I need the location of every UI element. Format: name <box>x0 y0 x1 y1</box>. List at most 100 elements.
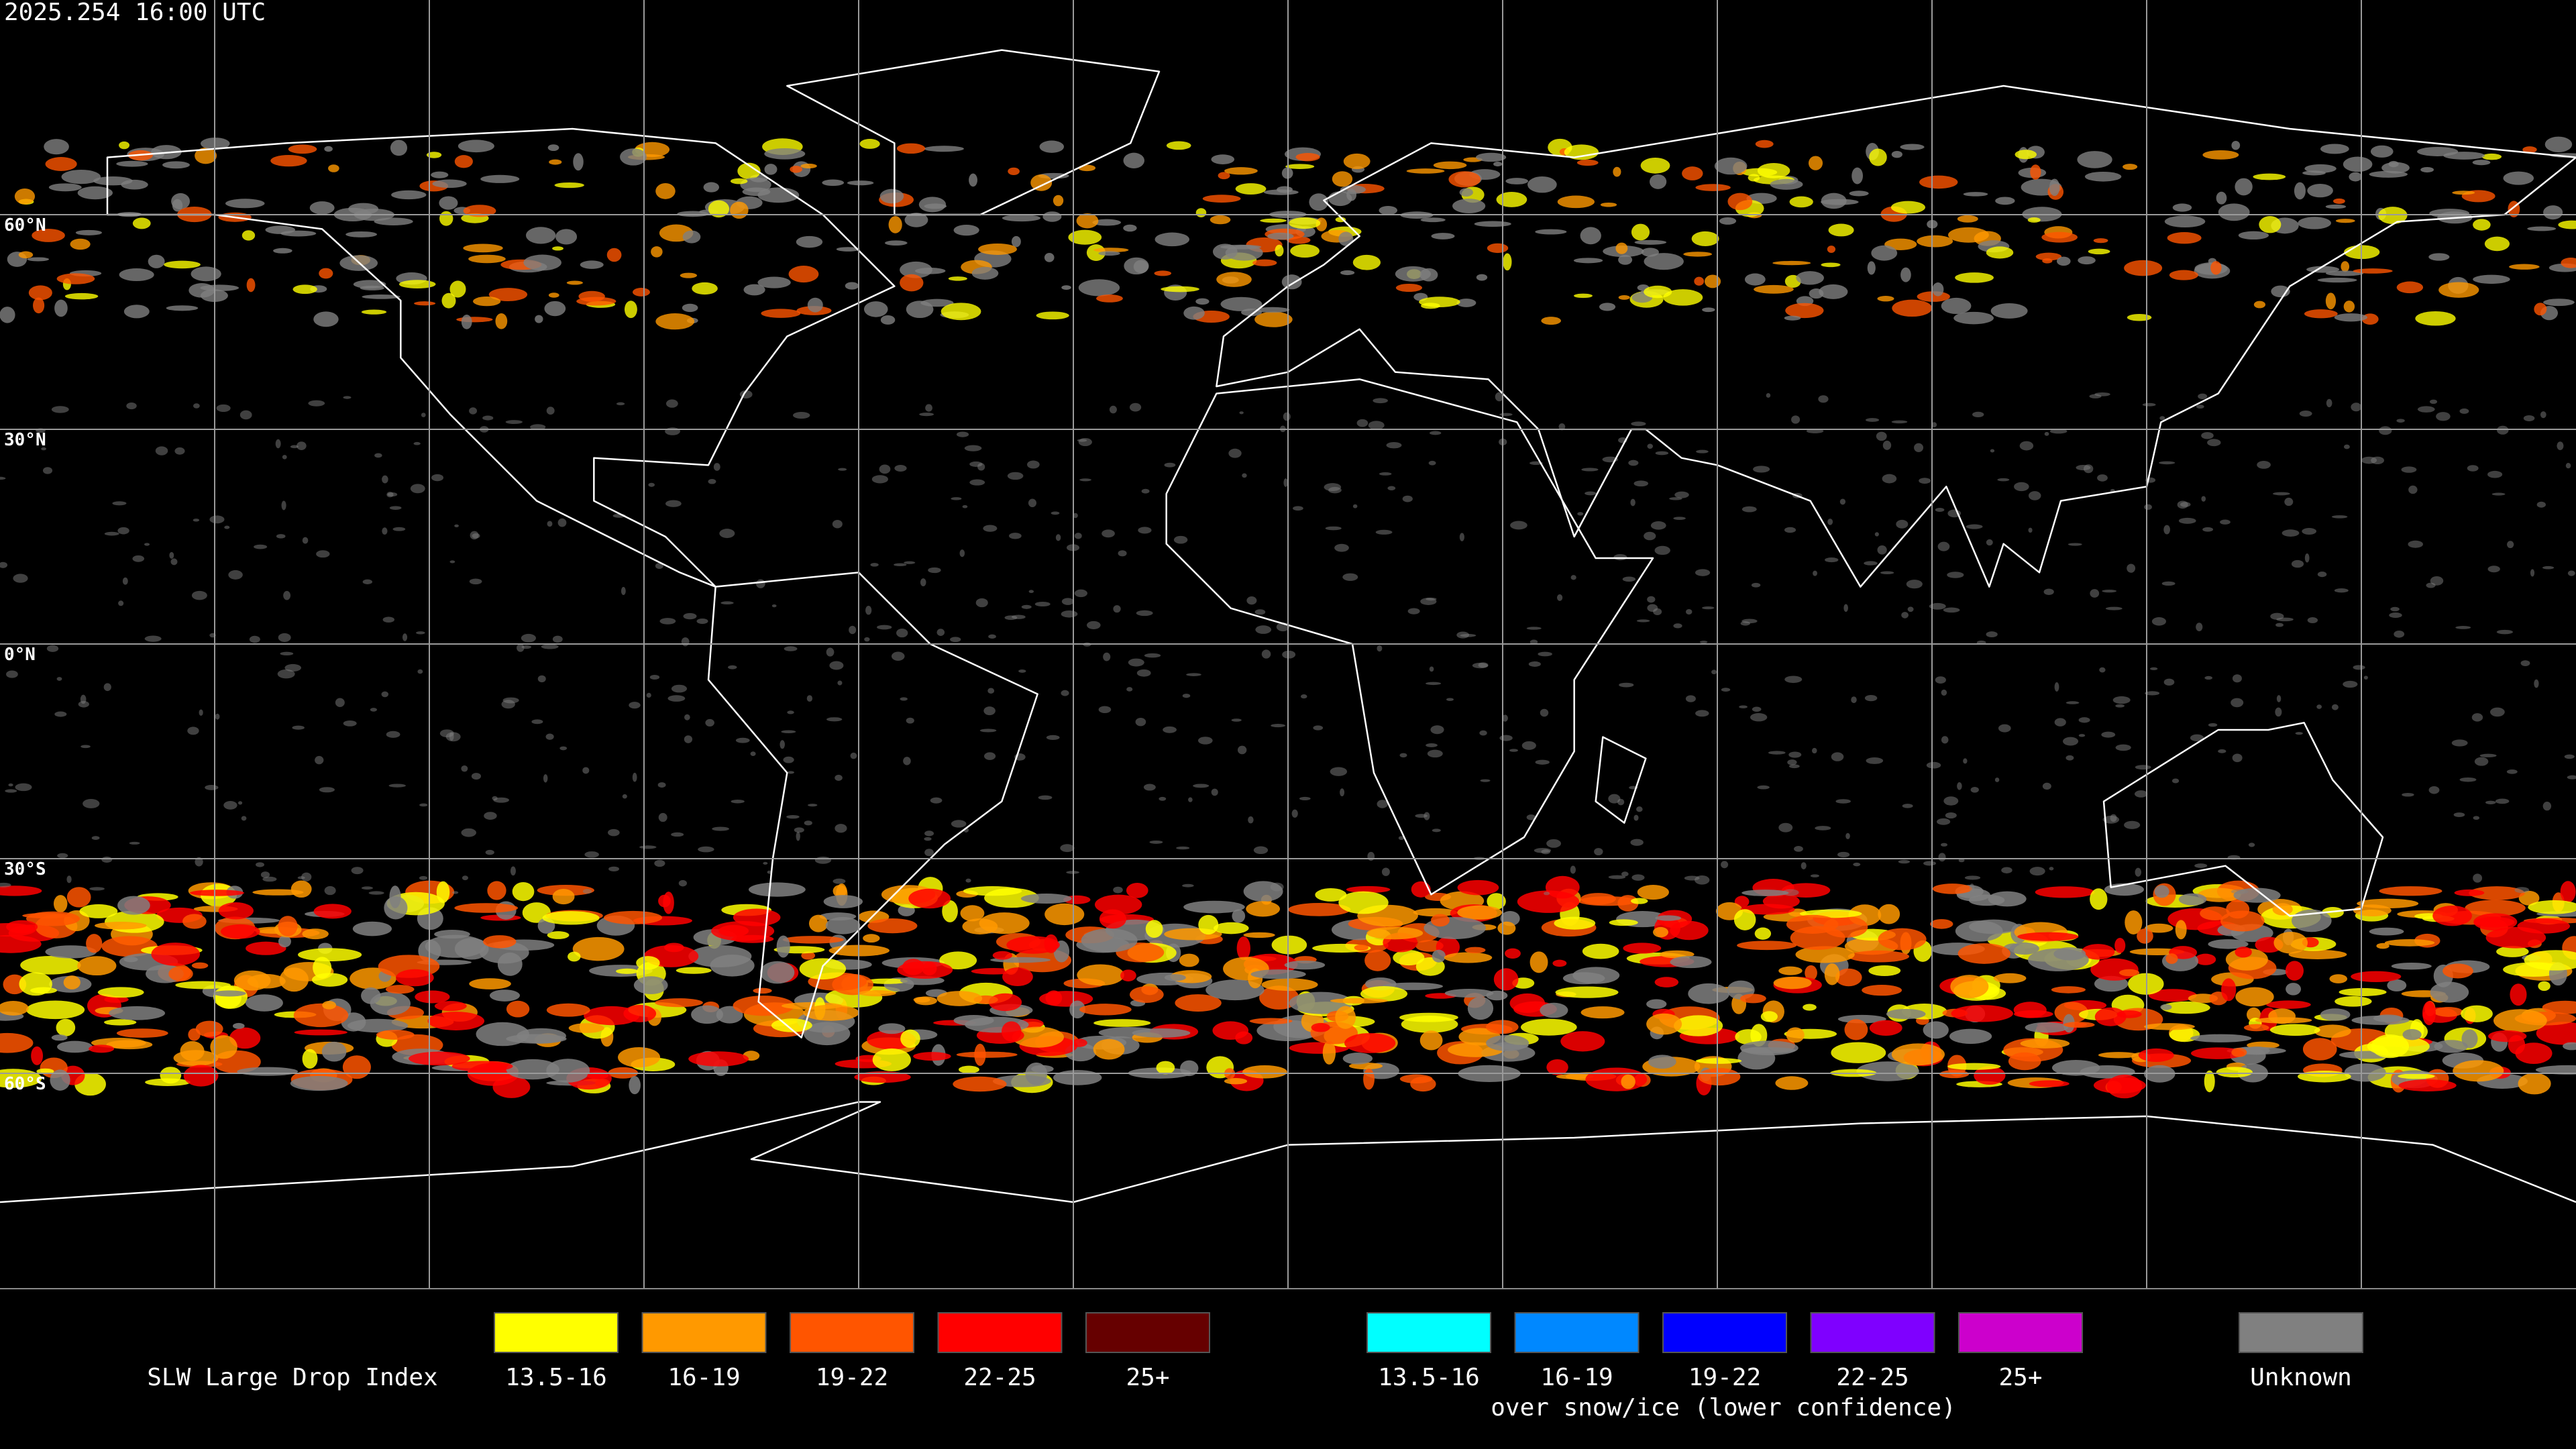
cloud-patch <box>169 551 174 559</box>
cloud-patch <box>288 144 317 154</box>
cloud-patch <box>449 732 454 741</box>
cloud-patch <box>1076 213 1099 229</box>
cloud-patch <box>1594 848 1603 856</box>
cloud-patch <box>2472 160 2491 166</box>
cloud-patch <box>1346 189 1357 201</box>
cloud-patch <box>1546 839 1562 848</box>
cloud-patch <box>315 755 324 765</box>
cloud-patch <box>2509 264 2540 270</box>
cloud-patch <box>27 257 50 262</box>
cloud-patch <box>622 794 627 799</box>
cloud-patch <box>1794 846 1803 852</box>
cloud-patch <box>1246 596 1257 605</box>
cloud-patch <box>891 651 905 661</box>
cloud-patch <box>2307 617 2318 624</box>
cloud-patch <box>836 247 860 252</box>
cloud-patch <box>1124 257 1149 275</box>
cloud-patch <box>908 888 951 909</box>
cloud-patch <box>1953 311 1994 325</box>
cloud-patch <box>362 579 372 584</box>
cloud-patch <box>878 1023 906 1034</box>
cloud-patch <box>2028 527 2033 533</box>
cloud-patch <box>1633 480 1648 487</box>
cloud-patch <box>979 729 997 733</box>
cloud-patch <box>1285 164 1315 169</box>
cloud-patch <box>1176 846 1190 850</box>
cloud-patch <box>983 706 996 716</box>
cloud-patch <box>2459 777 2477 782</box>
cloud-patch <box>2317 571 2327 578</box>
cloud-patch <box>1271 723 1285 728</box>
cloud-patch <box>1741 506 1757 513</box>
cloud-patch <box>1028 498 1036 508</box>
cloud-patch <box>1457 905 1503 920</box>
cloud-patch <box>2491 492 2506 496</box>
cloud-patch <box>1344 1032 1396 1053</box>
cloud-patch <box>229 1027 261 1049</box>
cloud-patch <box>492 796 498 801</box>
cloud-patch <box>368 891 384 895</box>
cloud-patch <box>521 645 531 649</box>
cloud-patch <box>2119 969 2140 977</box>
cloud-patch <box>1739 1040 1799 1056</box>
cloud-patch <box>1770 178 1803 190</box>
cloud-patch <box>2253 301 2266 309</box>
legend-swatch-label: 16-19 <box>667 1364 740 1391</box>
cloud-patch <box>1077 964 1124 986</box>
cloud-patch <box>155 446 168 455</box>
cloud-patch <box>2243 1046 2270 1055</box>
cloud-patch <box>1877 296 1894 302</box>
cloud-patch <box>665 399 678 408</box>
cloud-patch <box>783 756 794 763</box>
cloud-patch <box>417 669 423 674</box>
cloud-patch <box>2019 441 2034 451</box>
cloud-patch <box>710 954 755 977</box>
cloud-patch <box>956 1051 1018 1058</box>
cloud-patch <box>688 1051 749 1067</box>
cloud-patch <box>1120 969 1136 981</box>
cloud-patch <box>663 892 674 914</box>
cloud-patch <box>847 180 874 186</box>
cloud-patch <box>826 647 835 657</box>
cloud-patch <box>1740 904 1795 915</box>
cloud-patch <box>2020 1038 2070 1049</box>
cloud-patch <box>1930 919 1953 929</box>
cloud-patch <box>1719 217 1737 225</box>
cloud-patch <box>1998 724 2011 733</box>
cloud-patch <box>705 718 714 727</box>
cloud-patch <box>50 1069 70 1091</box>
cloud-patch <box>925 404 932 412</box>
cloud-patch <box>1467 996 1494 1020</box>
cloud-patch <box>965 878 971 883</box>
cloud-patch <box>894 563 907 566</box>
cloud-patch <box>2331 515 2348 519</box>
coastline <box>786 49 1161 216</box>
cloud-patch <box>1808 156 1823 170</box>
cloud-patch <box>708 479 716 484</box>
cloud-patch <box>859 139 880 149</box>
cloud-patch <box>1874 532 1879 537</box>
cloud-patch <box>1444 952 1493 963</box>
cloud-patch <box>1655 451 1669 455</box>
cloud-patch <box>1432 949 1446 963</box>
cloud-patch <box>1149 840 1163 844</box>
cloud-patch <box>1784 676 1803 684</box>
cloud-patch <box>880 315 896 325</box>
cloud-patch <box>655 998 703 1008</box>
snow-swatch-label: 19-22 <box>1688 1364 1761 1391</box>
timestamp: 2025.254 16:00 UTC <box>4 0 266 26</box>
cloud-patch <box>2325 204 2347 209</box>
cloud-patch <box>2542 299 2575 307</box>
cloud-patch <box>1748 174 1760 182</box>
cloud-patch <box>870 563 879 567</box>
cloud-patch <box>2524 950 2576 971</box>
cloud-patch <box>1947 1063 2001 1070</box>
cloud-patch <box>1220 297 1263 311</box>
cloud-patch <box>1695 184 1731 191</box>
cloud-patch <box>1248 816 1254 824</box>
cloud-patch <box>1674 1015 1723 1036</box>
cloud-patch <box>958 1065 979 1074</box>
cloud-patch <box>1786 1027 1805 1043</box>
cloud-patch <box>1945 812 1957 819</box>
cloud-patch <box>2089 394 2102 398</box>
